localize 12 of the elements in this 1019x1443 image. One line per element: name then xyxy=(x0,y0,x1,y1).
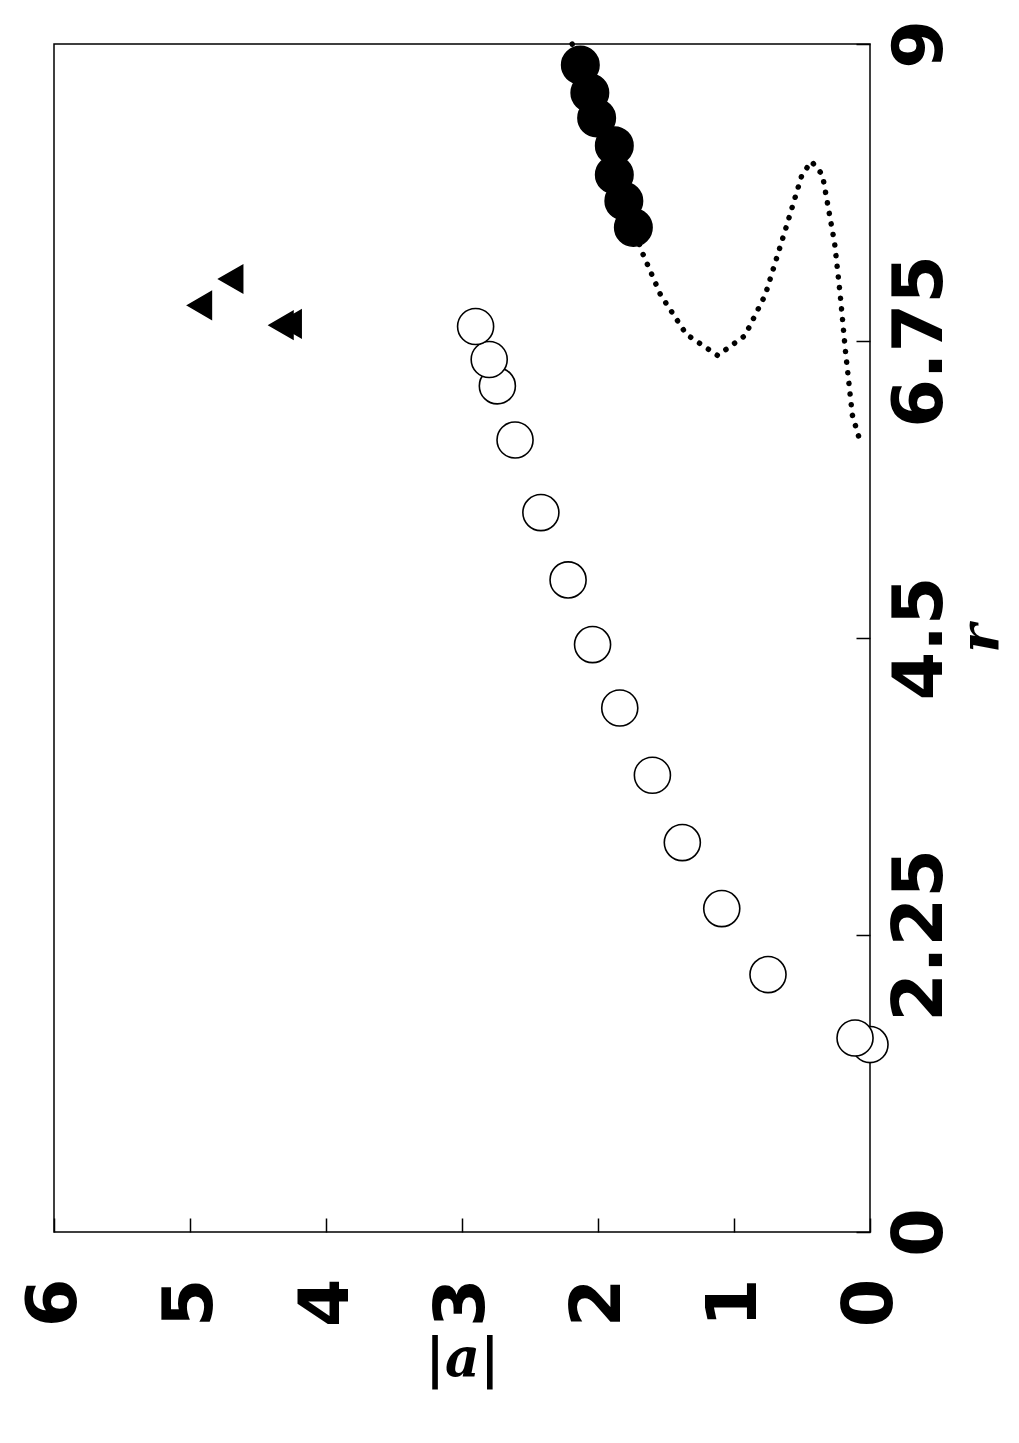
y-tick-label: 0 xyxy=(876,1208,959,1257)
x-axis-title: |a| xyxy=(425,1325,500,1391)
x-tick-label: 2 xyxy=(554,1278,637,1328)
x-tick-label: 1 xyxy=(690,1278,773,1328)
x-tick-label: 0 xyxy=(826,1278,909,1328)
x-tick-label: 6 xyxy=(10,1278,93,1328)
x-tick-label: 3 xyxy=(418,1278,501,1328)
x-tick-label: 5 xyxy=(146,1278,229,1328)
y-tick-label: 2.25 xyxy=(876,849,959,1022)
y-tick-label: 9 xyxy=(876,20,959,69)
x-tick-label: 4 xyxy=(282,1278,365,1328)
y-tick-label: 6.75 xyxy=(876,255,959,428)
